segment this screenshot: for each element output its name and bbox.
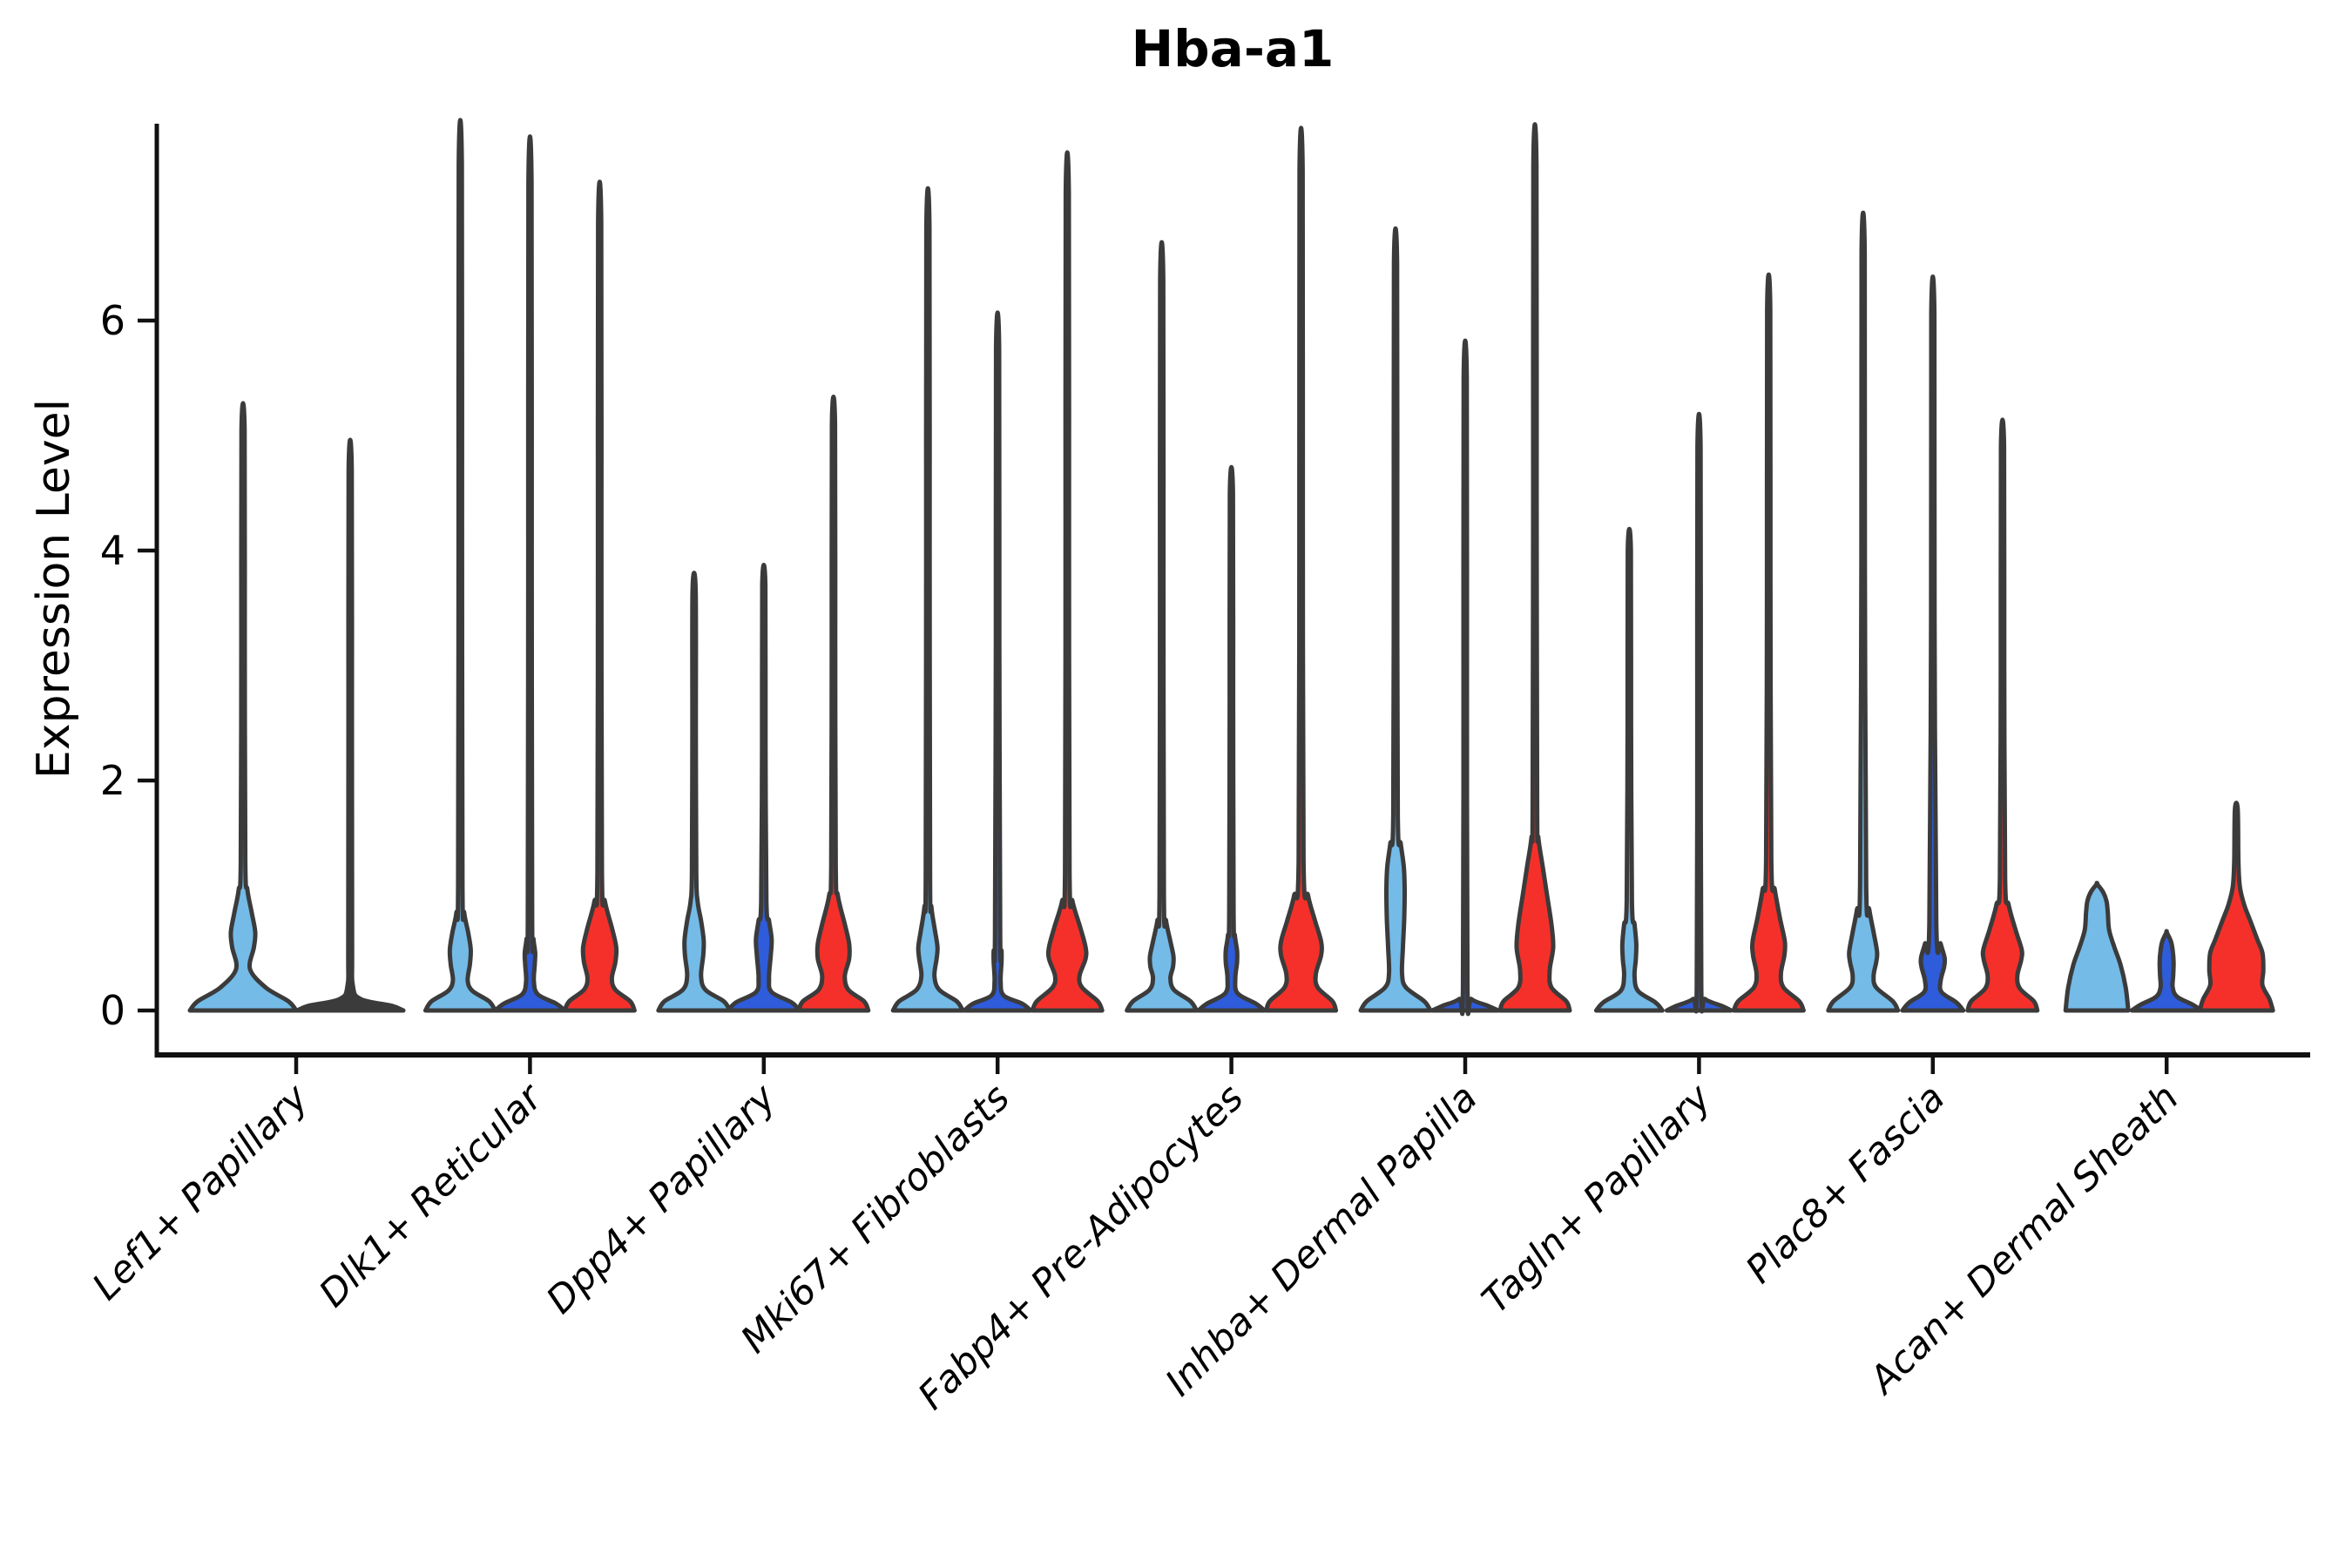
violin-lightblue — [1593, 527, 1665, 1013]
violin-outline — [294, 437, 406, 1013]
violin-red — [1731, 273, 1806, 1013]
violin-red — [1965, 417, 2040, 1013]
violin-lightblue — [656, 571, 733, 1013]
violin-lightblue — [1125, 240, 1200, 1013]
x-category-label: Mki67+ Fibroblasts — [733, 1076, 1018, 1362]
violin-lightblue — [1358, 226, 1433, 1013]
y-tick-label: 6 — [100, 297, 125, 344]
violin-darkblue — [1664, 412, 1734, 1014]
violin-darkblue — [1900, 274, 1966, 1013]
violin-red — [2197, 801, 2275, 1013]
violin-lightblue — [890, 186, 965, 1013]
violin-red — [796, 394, 871, 1013]
x-category-label: Tagln+ Papillary — [1474, 1076, 1720, 1322]
violin-darkblue — [1196, 464, 1267, 1013]
chart-title: Hba-a1 — [1131, 19, 1335, 78]
y-tick-label: 0 — [100, 987, 125, 1034]
violin-lightblue — [2063, 881, 2131, 1013]
violin-darkblue — [726, 563, 802, 1013]
x-category-label: Dlk1+ Reticular — [311, 1075, 552, 1316]
violin-lightblue — [1826, 210, 1901, 1013]
violin-darkblue — [492, 134, 567, 1013]
violin-red — [562, 179, 637, 1013]
violin-lightblue — [422, 118, 497, 1013]
violin-darkblue — [1429, 338, 1501, 1017]
violin-lightblue — [187, 401, 299, 1013]
violin-darkblue — [2129, 929, 2204, 1013]
x-category-label: Lef1+ Papillary — [84, 1076, 317, 1308]
y-axis-label: Expression Level — [28, 398, 80, 780]
y-tick-label: 4 — [100, 527, 125, 574]
y-tick-label: 2 — [100, 757, 125, 804]
violin-darkblue — [962, 310, 1033, 1013]
violin-red — [1030, 150, 1105, 1013]
x-category-label: Dpp4+ Papillary — [538, 1076, 785, 1322]
violin-red — [1264, 125, 1339, 1013]
violin-red — [1497, 122, 1572, 1013]
x-category-label: Plac8+ Fascia — [1738, 1076, 1954, 1292]
